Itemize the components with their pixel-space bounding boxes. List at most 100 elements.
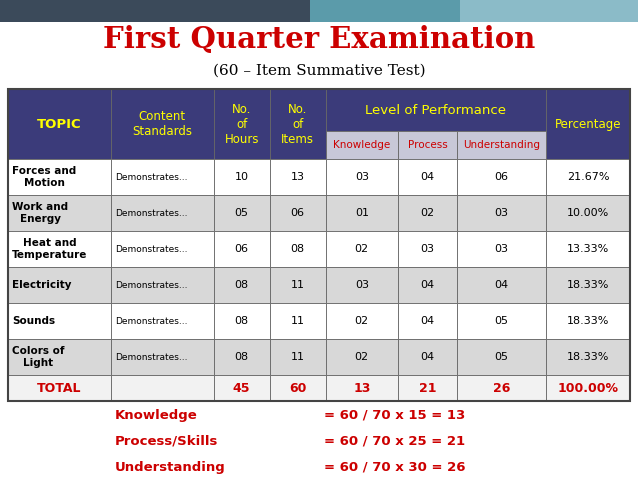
- Text: Knowledge: Knowledge: [333, 140, 390, 150]
- Text: Demonstrates...: Demonstrates...: [115, 353, 188, 362]
- Text: Forces and
Motion: Forces and Motion: [12, 166, 77, 188]
- Bar: [214, 303, 270, 339]
- Bar: [270, 231, 325, 267]
- Text: Knowledge: Knowledge: [115, 409, 198, 422]
- Text: 03: 03: [420, 244, 434, 254]
- Bar: [460, 0, 638, 22]
- Text: Process/Skills: Process/Skills: [115, 434, 218, 447]
- Bar: [214, 231, 270, 267]
- Text: Process: Process: [408, 140, 447, 150]
- Bar: [8, 267, 111, 303]
- Bar: [111, 267, 214, 303]
- Bar: [214, 375, 270, 401]
- Text: 26: 26: [493, 381, 510, 395]
- Text: 21.67%: 21.67%: [567, 172, 609, 182]
- Bar: [325, 231, 398, 267]
- Bar: [111, 89, 214, 159]
- Bar: [8, 375, 111, 401]
- Text: 08: 08: [235, 352, 249, 362]
- Text: Content
Standards: Content Standards: [132, 110, 192, 138]
- Bar: [546, 267, 630, 303]
- Bar: [546, 89, 630, 159]
- Text: 02: 02: [420, 208, 434, 218]
- Bar: [398, 195, 457, 231]
- Text: 03: 03: [355, 280, 369, 290]
- Text: 04: 04: [420, 352, 434, 362]
- Text: 04: 04: [420, 316, 434, 326]
- Text: 18.33%: 18.33%: [567, 316, 609, 326]
- Bar: [457, 375, 546, 401]
- Bar: [8, 89, 630, 401]
- Bar: [111, 339, 214, 375]
- Text: 02: 02: [355, 352, 369, 362]
- Text: 02: 02: [355, 316, 369, 326]
- Bar: [546, 195, 630, 231]
- Text: 03: 03: [494, 208, 508, 218]
- Text: = 60 / 70 x 25 = 21: = 60 / 70 x 25 = 21: [323, 434, 464, 447]
- Text: TOPIC: TOPIC: [37, 117, 82, 130]
- Text: 100.00%: 100.00%: [558, 381, 618, 395]
- Bar: [457, 303, 546, 339]
- Bar: [325, 195, 398, 231]
- Bar: [310, 0, 520, 22]
- Bar: [398, 231, 457, 267]
- Bar: [325, 159, 398, 195]
- Text: 08: 08: [235, 316, 249, 326]
- Text: 05: 05: [494, 352, 508, 362]
- Text: 18.33%: 18.33%: [567, 280, 609, 290]
- Bar: [111, 303, 214, 339]
- Bar: [325, 131, 398, 159]
- Bar: [398, 339, 457, 375]
- Text: 11: 11: [290, 352, 304, 362]
- Bar: [111, 231, 214, 267]
- Bar: [457, 339, 546, 375]
- Bar: [457, 131, 546, 159]
- Text: 02: 02: [355, 244, 369, 254]
- Bar: [546, 159, 630, 195]
- Text: 04: 04: [494, 280, 508, 290]
- Bar: [214, 195, 270, 231]
- Text: 13.33%: 13.33%: [567, 244, 609, 254]
- Text: 08: 08: [290, 244, 305, 254]
- Text: No.
of
Items: No. of Items: [281, 103, 314, 146]
- Text: Understanding: Understanding: [463, 140, 540, 150]
- Text: Electricity: Electricity: [12, 280, 71, 290]
- Text: 03: 03: [494, 244, 508, 254]
- Bar: [546, 231, 630, 267]
- Text: 45: 45: [233, 381, 250, 395]
- Text: 05: 05: [235, 208, 249, 218]
- Text: Demonstrates...: Demonstrates...: [115, 317, 188, 326]
- Bar: [8, 339, 111, 375]
- Text: Work and
Energy: Work and Energy: [12, 202, 68, 224]
- Bar: [270, 89, 325, 159]
- Text: 04: 04: [420, 172, 434, 182]
- Text: 10: 10: [235, 172, 249, 182]
- Bar: [325, 375, 398, 401]
- Text: 05: 05: [494, 316, 508, 326]
- Text: TOTAL: TOTAL: [37, 381, 82, 395]
- Bar: [325, 339, 398, 375]
- Text: 04: 04: [420, 280, 434, 290]
- Text: Understanding: Understanding: [115, 460, 226, 474]
- Text: 01: 01: [355, 208, 369, 218]
- Text: 11: 11: [290, 316, 304, 326]
- Text: 08: 08: [235, 280, 249, 290]
- Bar: [546, 303, 630, 339]
- Bar: [398, 159, 457, 195]
- Text: 03: 03: [355, 172, 369, 182]
- Bar: [8, 231, 111, 267]
- Text: Demonstrates...: Demonstrates...: [115, 172, 188, 182]
- Bar: [111, 195, 214, 231]
- Text: 10.00%: 10.00%: [567, 208, 609, 218]
- Bar: [457, 159, 546, 195]
- Bar: [270, 339, 325, 375]
- Text: (60 – Item Summative Test): (60 – Item Summative Test): [212, 64, 426, 78]
- Text: 06: 06: [235, 244, 249, 254]
- Text: 06: 06: [290, 208, 304, 218]
- Text: Colors of
Light: Colors of Light: [12, 346, 64, 368]
- Bar: [8, 195, 111, 231]
- Text: 60: 60: [289, 381, 306, 395]
- Bar: [270, 303, 325, 339]
- Text: 13: 13: [290, 172, 304, 182]
- Text: Level of Performance: Level of Performance: [366, 103, 507, 116]
